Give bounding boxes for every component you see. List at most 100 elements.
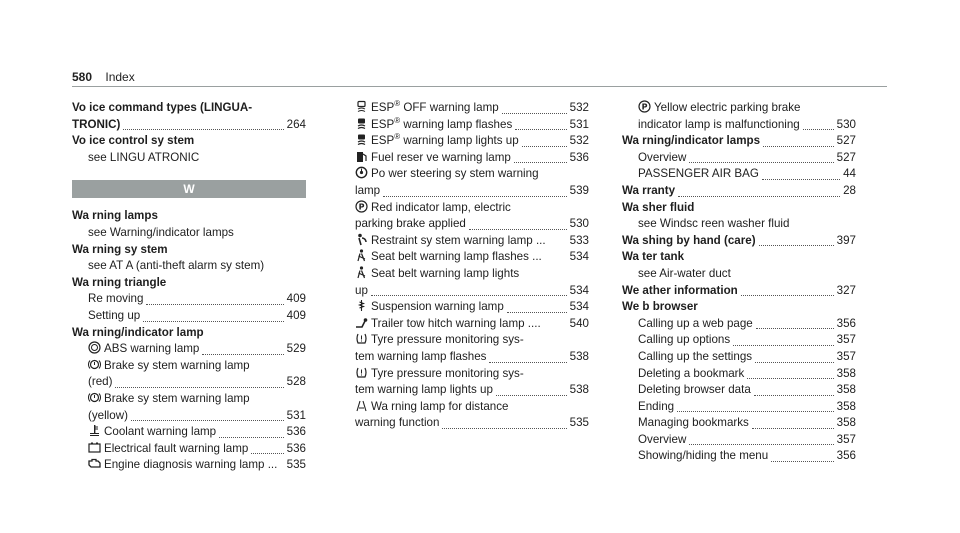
- entry-label: ESP® warning lamp lights up: [355, 133, 519, 150]
- entry-label: see Air-water duct: [638, 266, 731, 283]
- brake-icon: [88, 358, 101, 371]
- index-heading: Wa ter tank: [622, 249, 856, 266]
- entry-text: see Windsc reen washer fluid: [638, 217, 790, 231]
- entry-text: ESP: [371, 117, 395, 131]
- entry-label: Setting up: [88, 308, 140, 325]
- page-ref: 358: [836, 383, 856, 397]
- entry-text: ABS warning lamp: [104, 342, 200, 356]
- entry-text: Trailer tow hitch warning lamp ....: [371, 316, 541, 330]
- index-entry: (red) 528: [72, 374, 306, 391]
- entry-label: Wa rning/indicator lamp: [72, 325, 204, 342]
- index-heading: Wa sher fluid: [622, 200, 856, 217]
- entry-text: lamp: [355, 183, 381, 197]
- index-entry: ESP® warning lamp lights up 532: [355, 133, 589, 150]
- entry-label: Suspension warning lamp: [355, 299, 504, 316]
- entry-label: Deleting browser data: [638, 382, 751, 399]
- entry-text: warning function: [355, 416, 440, 430]
- entry-label: Wa ter tank: [622, 249, 684, 266]
- index-entry: Calling up a web page 356: [622, 316, 856, 333]
- page-ref: 534: [569, 250, 589, 264]
- dot-leader: [370, 294, 567, 297]
- registered-mark: ®: [394, 132, 401, 142]
- entry-label: TRONIC): [72, 117, 120, 134]
- page-ref: 530: [569, 217, 589, 231]
- page-ref: 534: [569, 300, 589, 314]
- entry-text: up: [355, 283, 368, 297]
- entry-text: (yellow): [88, 408, 128, 422]
- entry-text: Vo ice command types (LINGUA-: [72, 101, 253, 114]
- entry-label: ESP® OFF warning lamp: [355, 100, 499, 117]
- index-entry: tem warning lamp flashes 538: [355, 349, 589, 366]
- dot-leader: [771, 460, 834, 463]
- registered-mark: ®: [394, 115, 401, 125]
- entry-label: up: [355, 283, 368, 300]
- page-ref: 357: [836, 349, 856, 363]
- index-entry: Engine diagnosis warning lamp ... 535: [72, 457, 306, 474]
- battery-icon: [88, 441, 101, 454]
- dot-leader: [383, 195, 567, 197]
- index-entry: indicator lamp is malfunctioning 530: [622, 117, 856, 134]
- entry-label: see Warning/indicator lamps: [88, 225, 234, 242]
- dot-leader: [521, 145, 567, 147]
- entry-label: Wa rning triangle: [72, 275, 166, 292]
- entry-text: Suspension warning lamp: [371, 300, 504, 314]
- entry-label: lamp: [355, 183, 380, 200]
- entry-label: Wa rning lamp for distance: [355, 399, 508, 416]
- entry-label: (yellow): [88, 408, 128, 425]
- entry-label: Brake sy stem warning lamp: [88, 358, 250, 375]
- entry-label: Wa sher fluid: [622, 200, 694, 217]
- fuel-icon: [355, 150, 368, 163]
- index-entry: Ending 358: [622, 399, 856, 416]
- index-heading: Wa shing by hand (care) 397: [622, 233, 856, 250]
- entry-label: parking brake applied: [355, 216, 466, 233]
- entry-label: Tyre pressure monitoring sys-: [355, 332, 524, 349]
- entry-text: Wa rning lamp for distance: [371, 399, 509, 413]
- entry-label: Wa rranty: [622, 183, 675, 200]
- index-entry: Tyre pressure monitoring sys-: [355, 332, 589, 349]
- dot-leader: [202, 353, 284, 355]
- entry-text: Overview: [638, 150, 687, 164]
- index-heading: TRONIC) 264: [72, 117, 306, 134]
- entry-text: Engine diagnosis warning lamp ...: [104, 458, 278, 472]
- page-ref: 536: [286, 441, 306, 455]
- entry-text: Deleting a bookmark: [638, 366, 745, 380]
- entry-text: Setting up: [88, 308, 141, 322]
- dot-leader: [146, 303, 284, 305]
- index-entry: Tyre pressure monitoring sys-: [355, 366, 589, 383]
- entry-label: Ending: [638, 399, 674, 416]
- page-ref: 532: [569, 101, 589, 114]
- page-ref: 536: [286, 425, 306, 439]
- dot-leader: [677, 410, 834, 413]
- index-entry: Brake sy stem warning lamp: [72, 358, 306, 375]
- dot-leader: [740, 294, 834, 297]
- index-entry: ESP® OFF warning lamp 532: [355, 100, 589, 117]
- page-ref: 531: [286, 408, 306, 422]
- index-column-1: Vo ice command types (LINGUA- TRONIC) 264 V…: [72, 100, 306, 474]
- entry-text: tem warning lamp flashes: [355, 349, 487, 363]
- page-ref: 535: [286, 458, 306, 472]
- index-entry: Managing bookmarks 358: [622, 415, 856, 432]
- page-ref: 530: [836, 117, 856, 131]
- engine-icon: [88, 457, 101, 470]
- entry-text: Brake sy stem warning lamp: [104, 391, 250, 405]
- index-entry: P Red indicator lamp, electric: [355, 199, 589, 217]
- esp-off-icon: [355, 100, 368, 113]
- entry-label: see LINGU ATRONIC: [88, 150, 199, 167]
- index-heading: Wa rning lamps: [72, 208, 306, 225]
- index-heading: Wa rning triangle: [72, 275, 306, 292]
- restraint-icon: [355, 233, 368, 246]
- entry-text: Re moving: [88, 292, 144, 306]
- index-entry: up 534: [355, 283, 589, 300]
- index-entry: Trailer tow hitch warning lamp .... 540: [355, 316, 589, 333]
- esp-icon: [355, 133, 368, 146]
- entry-text: Wa rning lamps: [72, 209, 158, 223]
- index-entry: Calling up options 357: [622, 332, 856, 349]
- entry-label: We ather information: [622, 283, 738, 300]
- entry-text: Brake sy stem warning lamp: [104, 358, 250, 372]
- dot-leader: [751, 427, 834, 429]
- index-entry: Deleting browser data 358: [622, 382, 856, 399]
- index-heading: Wa rning/indicator lamps 527: [622, 133, 856, 150]
- entry-label: Wa rning sy stem: [72, 242, 168, 259]
- entry-text: Yellow electric parking brake: [654, 101, 801, 114]
- dot-leader: [761, 178, 841, 180]
